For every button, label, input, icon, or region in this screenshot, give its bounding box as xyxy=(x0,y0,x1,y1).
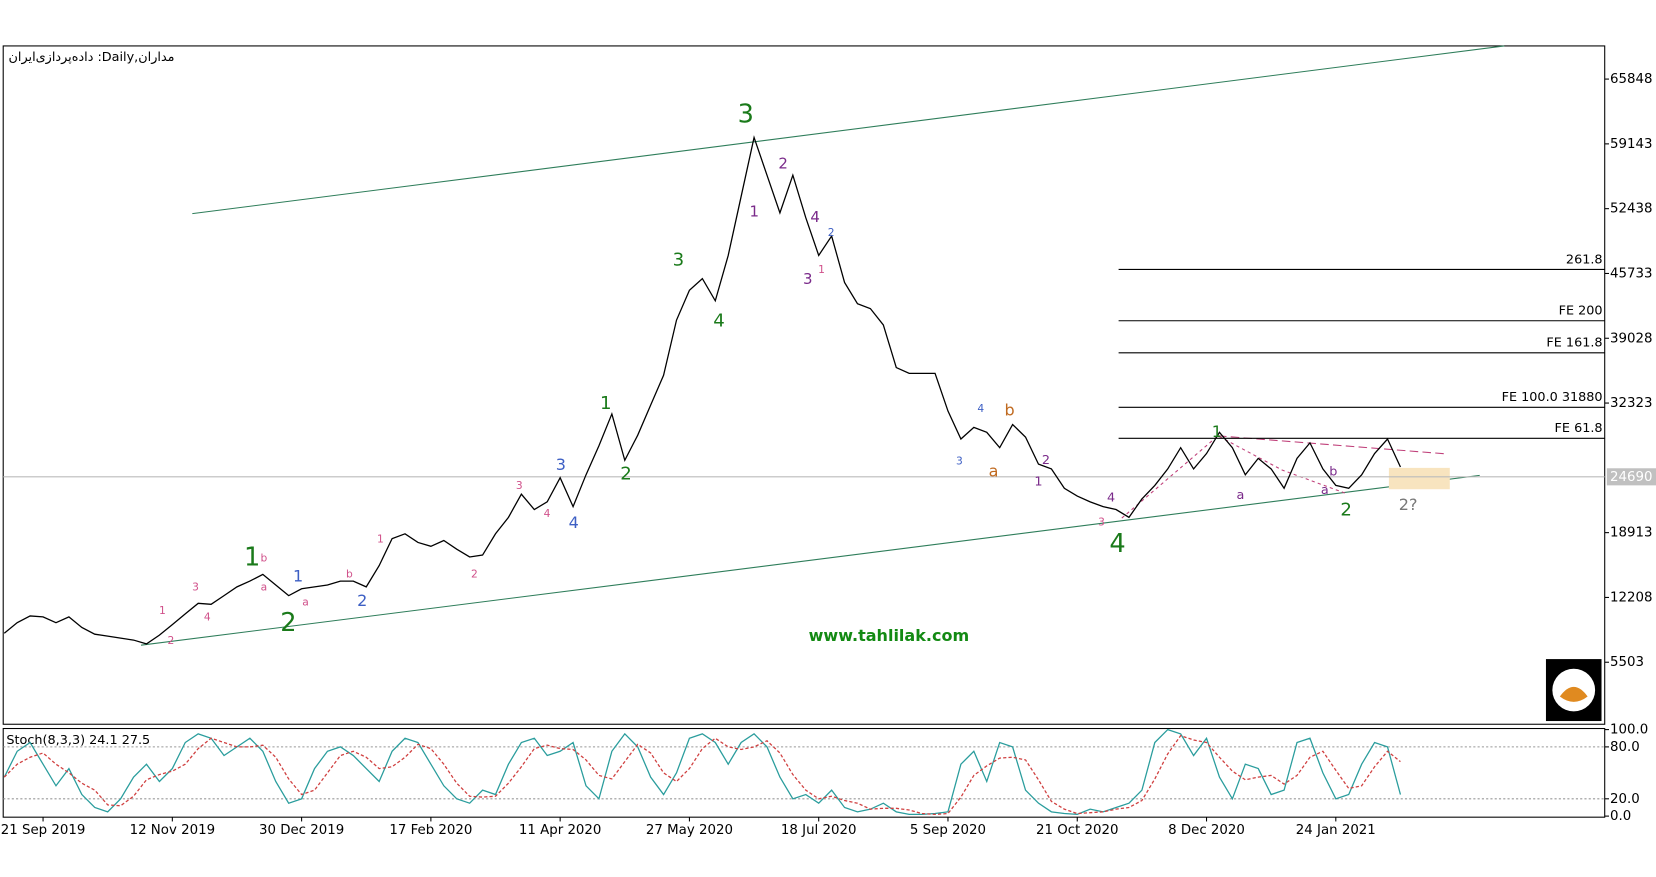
wave-label: 4 xyxy=(1109,529,1125,559)
target-zone xyxy=(1388,467,1450,490)
wave-label: 4 xyxy=(810,208,820,226)
wave-label: 2 xyxy=(1340,500,1352,521)
y-tick-label: 12208 xyxy=(1610,590,1652,605)
wave-label: 4 xyxy=(713,311,725,332)
wave-label: 3 xyxy=(673,250,685,271)
wave-label: 3 xyxy=(192,581,199,594)
wave-label: 2 xyxy=(828,226,835,239)
wave-label: 4 xyxy=(204,610,211,623)
wave-label: 1 xyxy=(293,566,303,585)
wave-label: 3 xyxy=(956,454,963,467)
wave-label: 2 xyxy=(471,568,478,581)
y-tick-label: 59143 xyxy=(1610,137,1652,152)
wave-label: 3 xyxy=(556,455,566,474)
last-price-label: 24690 xyxy=(1610,470,1652,485)
x-tick-label: 24 Jan 2021 xyxy=(1296,823,1376,838)
y-tick-label: 39028 xyxy=(1610,331,1652,346)
wave-label: 4 xyxy=(544,507,551,520)
y-tick-label: 32323 xyxy=(1610,396,1652,411)
y-tick-label: 100.0 xyxy=(1610,723,1648,738)
y-tick-label: 0.0 xyxy=(1610,809,1631,824)
wave-label: a xyxy=(1236,488,1244,503)
y-tick-label: 5503 xyxy=(1610,655,1644,670)
wave-label: 2 xyxy=(620,463,632,484)
wave-label: b xyxy=(261,552,268,565)
fib-label: 261.8 xyxy=(1566,252,1603,267)
wave-label: 3 xyxy=(803,270,813,288)
watermark: www.tahlilak.com xyxy=(809,626,970,645)
wave-label: 4 xyxy=(977,402,984,415)
price-panel xyxy=(2,45,1606,725)
logo xyxy=(1559,686,1588,702)
x-tick-label: 21 Oct 2020 xyxy=(1036,823,1119,838)
wave-label: 1 xyxy=(818,263,825,276)
x-tick-label: 5 Sep 2020 xyxy=(910,823,986,838)
y-tick-label: 18913 xyxy=(1610,526,1652,541)
wave-label: 2 xyxy=(778,155,788,173)
series-line xyxy=(3,135,1402,645)
wave-label: 2 xyxy=(168,634,175,647)
fib-label: FE 100.0 31880 xyxy=(1502,390,1603,405)
y-tick-label: 52438 xyxy=(1610,202,1652,217)
x-tick-label: 21 Sep 2019 xyxy=(1,823,86,838)
wave-label: 1 xyxy=(1034,474,1042,489)
upper-trendline xyxy=(192,45,1505,215)
wave-label: 1 xyxy=(159,604,166,617)
wave-label: 4 xyxy=(569,513,579,532)
series-line xyxy=(3,734,1401,816)
x-tick-label: 17 Feb 2020 xyxy=(389,823,472,838)
wave-label: 4 xyxy=(1107,490,1115,505)
x-tick-label: 30 Dec 2019 xyxy=(259,823,344,838)
y-tick-label: 65848 xyxy=(1610,72,1652,87)
wave-channel xyxy=(1121,435,1347,519)
wave-label: 2 xyxy=(1042,453,1050,468)
y-tick-label: 20.0 xyxy=(1610,792,1640,807)
wave-label: 3 xyxy=(516,479,523,492)
chart-title: مداران,Daily: داده‌پردازی‌ایران xyxy=(9,50,175,65)
wave-label: a xyxy=(989,462,999,481)
stoch-title: Stoch(8,3,3) 24.1 27.5 xyxy=(6,733,150,748)
y-tick-label: 80.0 xyxy=(1610,740,1640,755)
x-tick-label: 8 Dec 2020 xyxy=(1168,823,1245,838)
wave-label: a xyxy=(261,581,268,594)
y-tick-label: 45733 xyxy=(1610,266,1652,281)
fib-label: FE 61.8 xyxy=(1555,421,1603,436)
wave-label: a xyxy=(302,595,309,608)
wave-label: 2 xyxy=(280,608,296,638)
wave-label: 2 xyxy=(357,591,367,610)
wave-label: 3 xyxy=(1098,515,1105,528)
wave-label: b xyxy=(1005,401,1015,420)
wave-label: 1 xyxy=(750,203,760,221)
wave-label: b xyxy=(1329,465,1337,480)
wave-label: 3 xyxy=(738,99,754,129)
wave-label: 1 xyxy=(377,532,384,545)
x-tick-label: 27 May 2020 xyxy=(646,823,733,838)
wave-label: a xyxy=(1321,483,1329,498)
lower-trendline xyxy=(140,474,1480,646)
fib-label: FE 200 xyxy=(1559,304,1603,319)
x-tick-label: 12 Nov 2019 xyxy=(130,823,215,838)
wave-label: b xyxy=(346,568,353,581)
wave-label: 1 xyxy=(244,543,260,573)
wave-label: 2? xyxy=(1399,495,1418,514)
x-tick-label: 18 Jul 2020 xyxy=(781,823,857,838)
last-price-box xyxy=(1606,468,1656,486)
wave-label: 1 xyxy=(600,393,612,414)
x-tick-label: 11 Apr 2020 xyxy=(519,823,602,838)
wave-label: 1 xyxy=(1212,422,1222,441)
fib-label: FE 161.8 xyxy=(1546,336,1602,351)
